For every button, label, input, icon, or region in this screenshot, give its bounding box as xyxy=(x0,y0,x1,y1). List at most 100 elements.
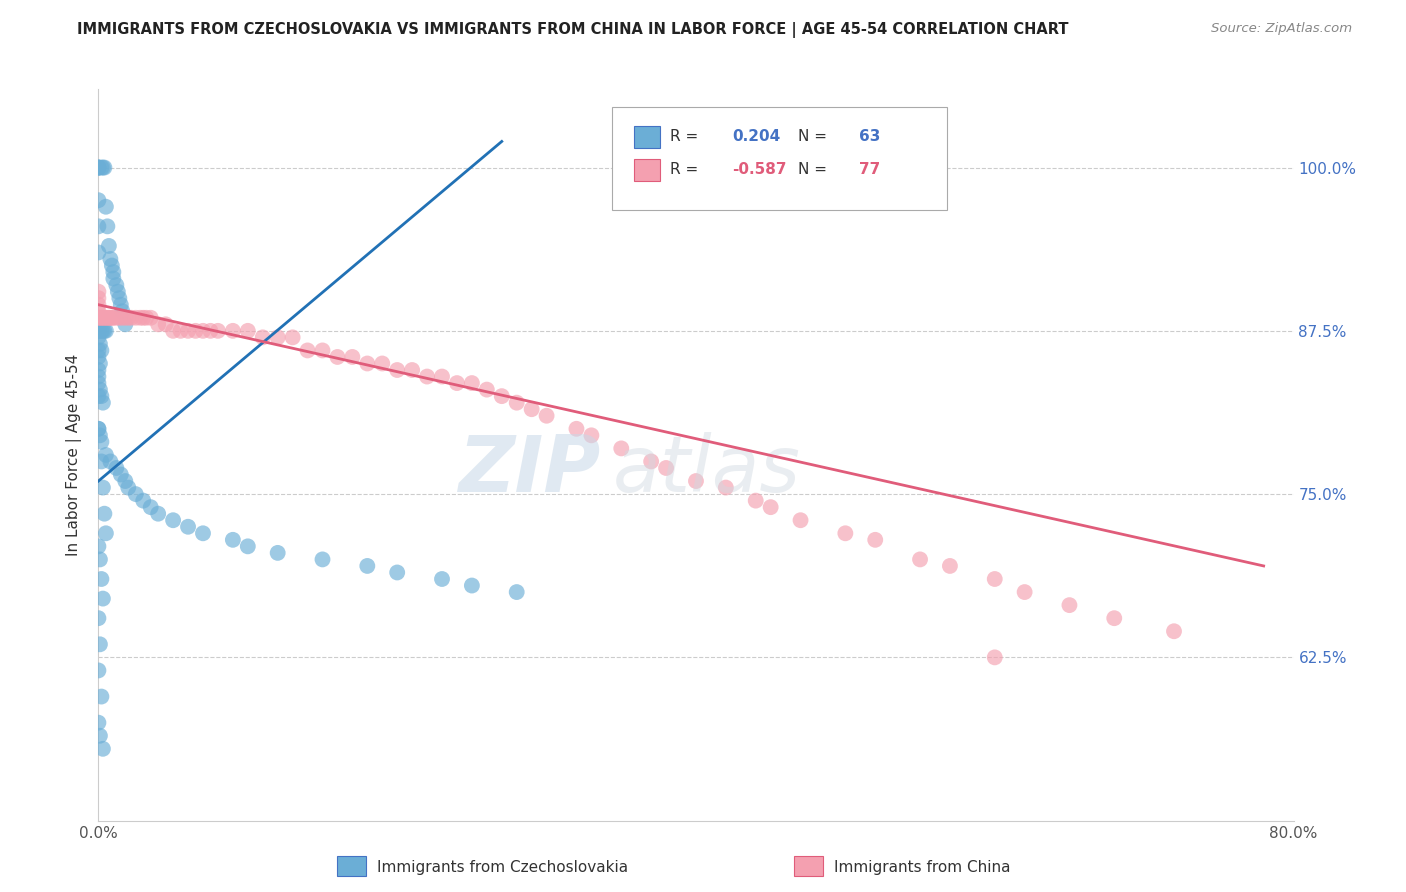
Point xyxy=(236,539,259,553)
Point xyxy=(311,343,333,358)
Point xyxy=(87,422,110,436)
Point xyxy=(385,363,409,377)
Point xyxy=(90,310,112,325)
Point xyxy=(96,219,118,234)
Point xyxy=(103,310,125,325)
Point xyxy=(162,513,184,527)
Text: IMMIGRANTS FROM CZECHOSLOVAKIA VS IMMIGRANTS FROM CHINA IN LABOR FORCE | AGE 45-: IMMIGRANTS FROM CZECHOSLOVAKIA VS IMMIGR… xyxy=(77,22,1069,38)
Point xyxy=(267,330,290,344)
Point xyxy=(105,278,128,293)
Point xyxy=(91,324,114,338)
Point xyxy=(93,310,115,325)
Point xyxy=(640,454,662,468)
Text: Immigrants from Czechoslovakia: Immigrants from Czechoslovakia xyxy=(377,860,628,874)
Point xyxy=(108,310,131,325)
Point xyxy=(326,350,349,364)
Point xyxy=(581,428,603,442)
Point xyxy=(491,389,513,403)
Point xyxy=(105,461,128,475)
Point xyxy=(207,324,229,338)
Point xyxy=(191,324,214,338)
Point xyxy=(89,729,111,743)
Point xyxy=(87,324,110,338)
Text: 0.204: 0.204 xyxy=(733,129,780,145)
Point xyxy=(87,539,110,553)
Point xyxy=(155,318,177,332)
Point xyxy=(87,350,110,364)
Point xyxy=(177,324,200,338)
Point xyxy=(89,552,111,566)
Text: ZIP: ZIP xyxy=(458,432,600,508)
Point xyxy=(132,310,155,325)
Point xyxy=(91,395,114,409)
Point xyxy=(90,161,112,175)
FancyBboxPatch shape xyxy=(634,126,661,148)
Point xyxy=(342,350,364,364)
Point xyxy=(135,310,157,325)
Point xyxy=(236,324,259,338)
Point xyxy=(90,343,112,358)
Point xyxy=(87,343,110,358)
Point xyxy=(91,310,114,325)
Point xyxy=(87,324,110,338)
Point xyxy=(125,310,148,325)
Point xyxy=(87,389,110,403)
Point xyxy=(101,259,124,273)
Point xyxy=(120,310,142,325)
Point xyxy=(117,310,139,325)
Point xyxy=(177,520,200,534)
Y-axis label: In Labor Force | Age 45-54: In Labor Force | Age 45-54 xyxy=(66,354,83,556)
Text: atlas: atlas xyxy=(613,432,800,508)
Point xyxy=(148,318,170,332)
Point xyxy=(87,310,110,325)
Point xyxy=(87,330,110,344)
Point xyxy=(89,637,111,651)
Point xyxy=(90,434,112,449)
Point xyxy=(416,369,439,384)
Point xyxy=(132,493,155,508)
Point xyxy=(536,409,558,423)
Point xyxy=(125,487,148,501)
Point xyxy=(745,493,768,508)
Point xyxy=(984,572,1007,586)
Point xyxy=(162,324,184,338)
Point xyxy=(114,474,136,488)
Point xyxy=(93,324,115,338)
Point xyxy=(610,442,633,456)
Text: N =: N = xyxy=(797,162,831,178)
Point xyxy=(90,389,112,403)
Point xyxy=(87,161,110,175)
Point xyxy=(1104,611,1126,625)
Point xyxy=(90,454,112,468)
Point xyxy=(129,310,152,325)
Point xyxy=(87,664,110,678)
Point xyxy=(90,324,112,338)
Text: N =: N = xyxy=(797,129,831,145)
Point xyxy=(91,161,114,175)
Point xyxy=(371,356,394,371)
Point xyxy=(90,690,112,704)
Point xyxy=(139,310,162,325)
Point xyxy=(281,330,304,344)
Point xyxy=(108,291,131,305)
Point xyxy=(97,239,120,253)
Point xyxy=(655,461,678,475)
Point xyxy=(93,507,115,521)
Point xyxy=(169,324,191,338)
Point xyxy=(87,422,110,436)
Point xyxy=(385,566,409,580)
FancyBboxPatch shape xyxy=(634,159,661,180)
Point xyxy=(110,298,132,312)
Point xyxy=(98,252,122,266)
Point xyxy=(461,376,484,390)
Point xyxy=(89,383,111,397)
Point xyxy=(506,585,529,599)
Point xyxy=(87,161,110,175)
Point xyxy=(93,161,115,175)
Point xyxy=(94,200,117,214)
Point xyxy=(114,318,136,332)
Point xyxy=(446,376,468,390)
FancyBboxPatch shape xyxy=(613,108,948,210)
Text: 63: 63 xyxy=(859,129,880,145)
Point xyxy=(94,526,117,541)
